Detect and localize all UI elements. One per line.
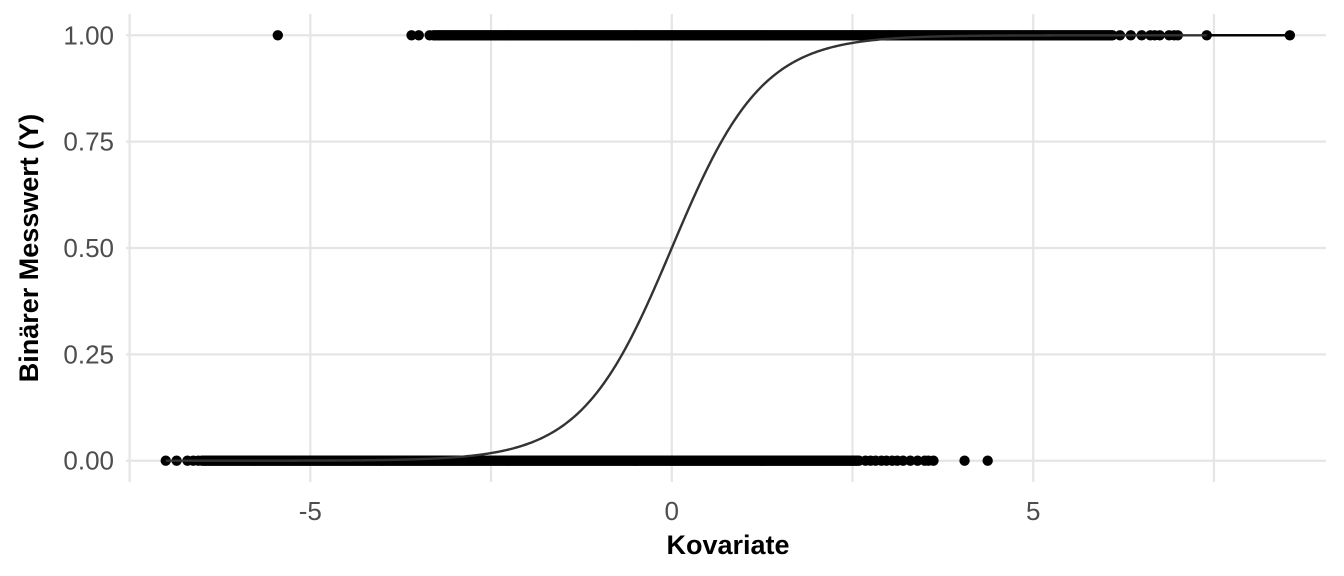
data-point-y0 (160, 455, 171, 466)
data-point-y0 (928, 455, 939, 466)
x-tick-label: 0 (665, 496, 679, 526)
y-tick-label: 0.50 (63, 233, 114, 263)
curve-layer (165, 34, 1290, 462)
x-axis-title: Kovariate (666, 530, 789, 560)
data-point-y1 (272, 30, 284, 41)
data-point-y0 (959, 455, 970, 466)
y-tick-label: 1.00 (63, 20, 114, 50)
points-layer (160, 30, 1296, 466)
x-tick-label: -5 (299, 496, 322, 526)
data-point-y1 (424, 30, 435, 41)
data-point-y1 (413, 30, 424, 41)
y-tick-label: 0.25 (63, 339, 114, 369)
logistic-fit-curve (165, 34, 1290, 462)
grid-layer (126, 14, 1326, 482)
y-tick-label: 0.75 (63, 127, 114, 157)
y-tick-label: 0.00 (63, 446, 114, 476)
data-point-y0 (897, 455, 909, 466)
y-axis-title: Binärer Messwert (Y) (14, 114, 44, 383)
data-point-y0 (912, 455, 923, 466)
data-point-y1 (406, 30, 417, 41)
data-point-y0 (982, 455, 993, 466)
axis-layer: -5 0 5 0.00 0.25 0.50 0.75 1.00 (63, 20, 1040, 526)
x-tick-label: 5 (1026, 496, 1040, 526)
data-point-y0 (905, 455, 916, 466)
